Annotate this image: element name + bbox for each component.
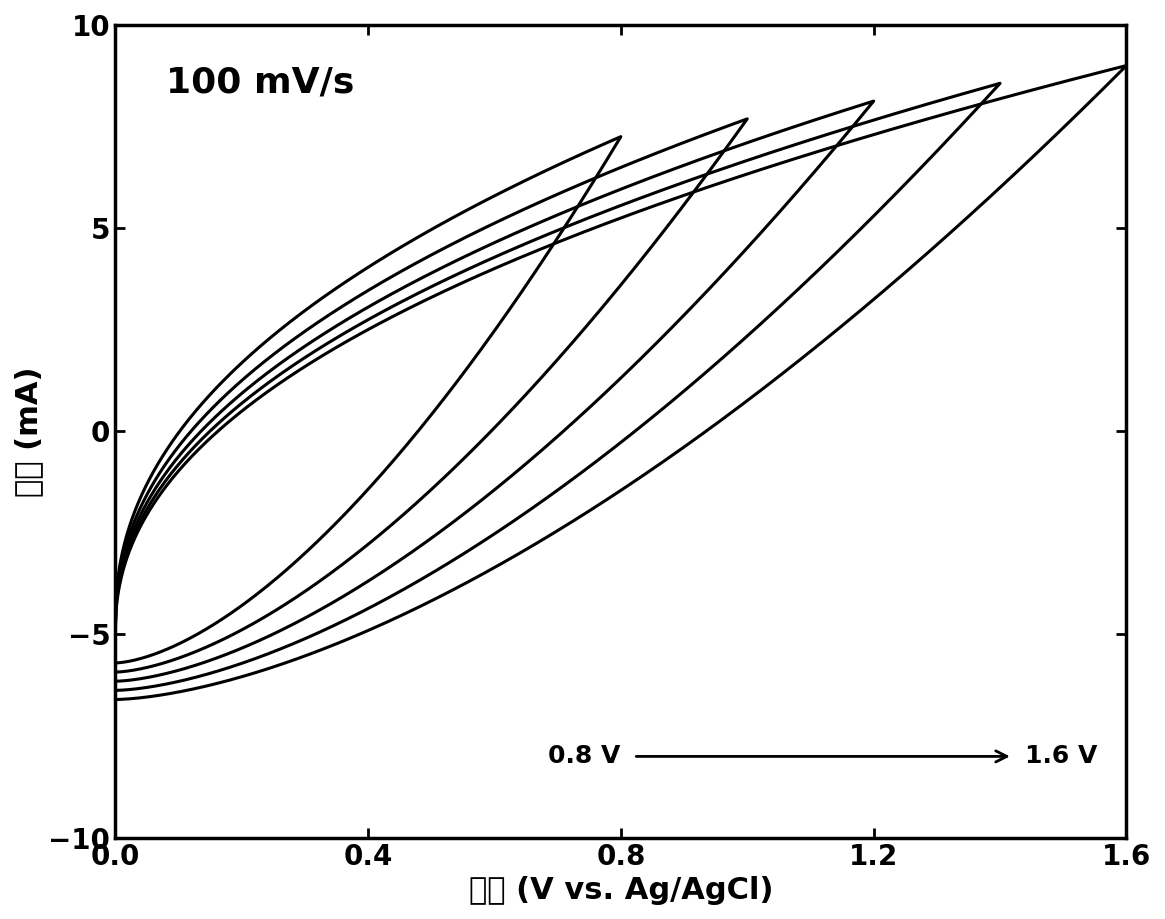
X-axis label: 电压 (V vs. Ag/AgCl): 电压 (V vs. Ag/AgCl)	[468, 876, 774, 905]
Text: 0.8 V: 0.8 V	[549, 744, 621, 768]
Y-axis label: 电流 (mA): 电流 (mA)	[14, 366, 43, 496]
Text: 100 mV/s: 100 mV/s	[165, 65, 354, 99]
Text: 1.6 V: 1.6 V	[1025, 744, 1097, 768]
